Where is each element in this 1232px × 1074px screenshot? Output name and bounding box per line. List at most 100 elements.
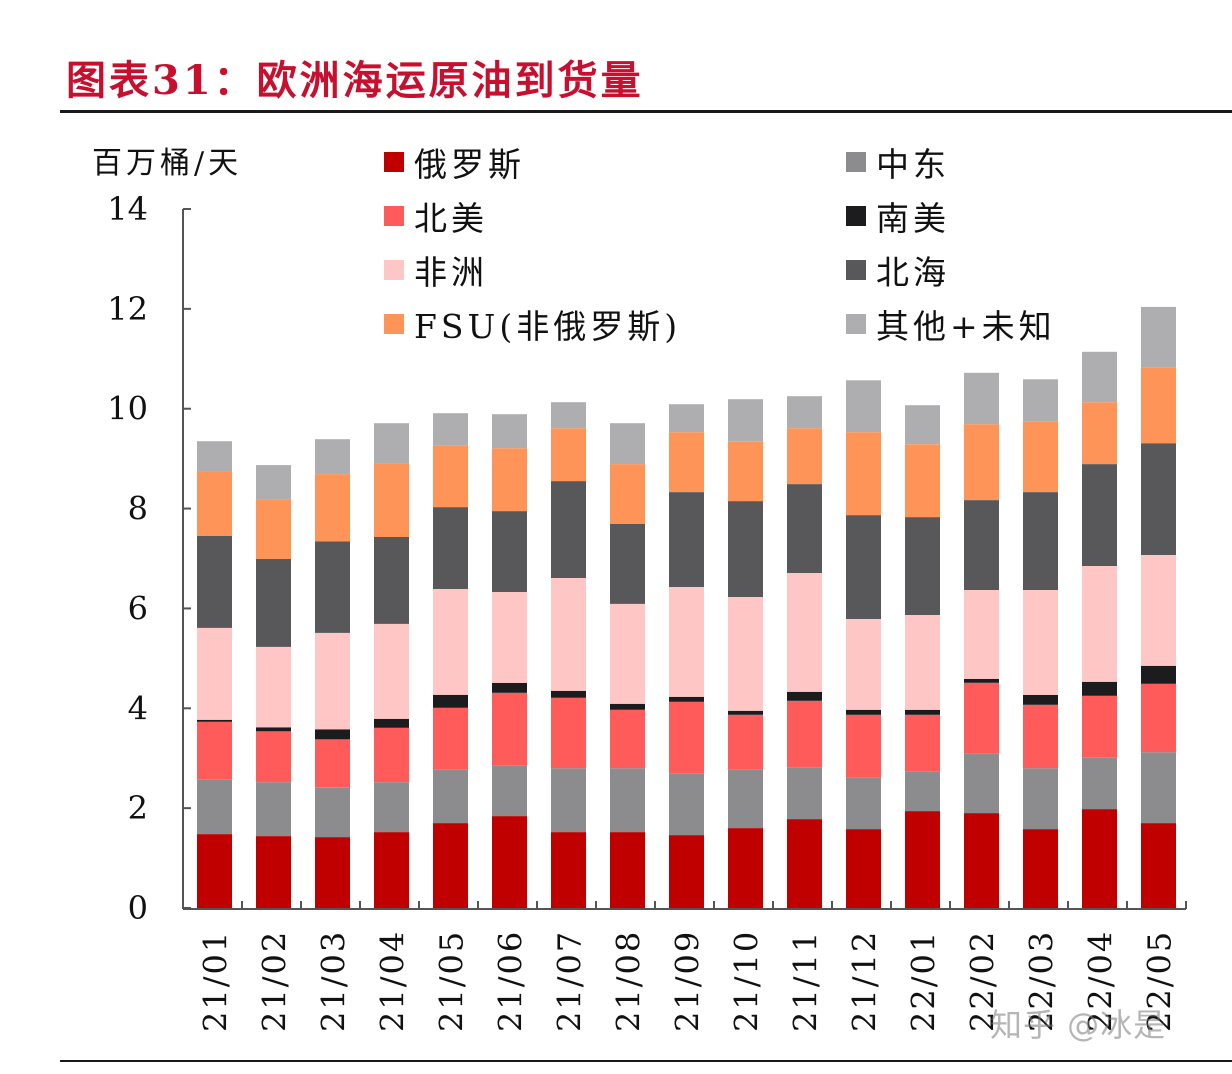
bar-segment [1023,694,1058,705]
bar-segment [669,701,704,774]
bar-segment [315,541,350,633]
bar-segment [964,372,999,425]
bars-group [197,306,1176,908]
legend-item-south-america: 南美 [846,192,950,240]
bar-segment [669,587,704,697]
bar-segment [374,463,409,537]
bar-segment [197,627,232,720]
bar-segment [1141,555,1176,666]
bar-segment [256,559,291,647]
bar-segment [610,603,645,704]
x-tick-label: 21/07 [551,930,589,1032]
x-tick-label: 21/06 [492,930,530,1032]
bar-segment [315,729,350,740]
bar-segment [551,402,586,429]
bar-segment [1082,351,1117,403]
bar-stack-21-12 [846,380,881,908]
y-tick-label: 10 [107,390,148,428]
legend-swatch-north-sea [846,260,866,280]
bar-segment [256,727,291,732]
y-tick-label: 2 [128,789,148,827]
bar-segment [1023,704,1058,769]
bar-stack-21-04 [374,423,409,908]
legend-label: 南美 [876,199,950,238]
bar-segment [905,811,940,908]
bar-segment [492,692,527,766]
bar-segment [905,405,940,445]
bar-stack-21-02 [256,465,291,908]
bar-stack-22-02 [964,372,999,908]
bar-segment [1082,809,1117,908]
x-tick-label: 22/02 [964,930,1002,1032]
legend-item-russia: 俄罗斯 [384,138,525,186]
bar-segment [551,832,586,908]
bar-segment [905,771,940,812]
bar-segment [728,596,763,711]
x-tick-label: 21/05 [433,930,471,1032]
x-tick-label: 21/09 [669,930,707,1032]
bar-segment [197,441,232,472]
bar-segment [492,448,527,512]
y-tick-label: 4 [128,689,148,727]
bar-segment [197,779,232,835]
bar-segment [256,465,291,500]
bar-segment [964,753,999,814]
bar-segment [374,782,409,833]
legend: 俄罗斯 北美 非洲 FSU(非俄罗斯) 中东 南美 北海 其他+未知 [384,138,1104,348]
bar-segment [1141,823,1176,908]
bar-segment [787,573,822,692]
bar-segment [905,709,940,715]
y-tick-label: 8 [128,490,148,528]
bar-segment [1023,379,1058,422]
bar-segment [1023,768,1058,830]
x-tick-label: 21/02 [256,930,294,1032]
bar-segment [1141,683,1176,753]
bar-stack-21-11 [787,396,822,908]
bar-segment [315,739,350,788]
bar-segment [669,696,704,702]
bar-segment [433,707,468,770]
bar-segment [610,464,645,524]
y-tick-label: 0 [128,889,148,927]
bar-segment [551,578,586,691]
bar-stack-21-10 [728,399,763,908]
bar-segment [669,773,704,836]
chart-title: 图表31：欧洲海运原油到货量 [66,57,644,104]
bar-segment [315,632,350,730]
bar-segment [787,700,822,768]
bar-segment [610,768,645,833]
bar-segment [905,714,940,772]
bar-segment [197,834,232,908]
bar-segment [374,832,409,908]
x-tick-label: 21/08 [610,930,648,1032]
legend-item-fsu: FSU(非俄罗斯) [384,300,681,348]
legend-swatch-fsu [384,314,404,334]
bar-segment [669,835,704,908]
bar-segment [256,836,291,908]
title-divider [60,110,1232,113]
bar-segment [787,819,822,908]
bar-segment [1023,590,1058,695]
bar-segment [964,813,999,908]
bar-segment [610,832,645,908]
bar-segment [315,837,350,908]
legend-item-north-america: 北美 [384,192,488,240]
bar-segment [433,445,468,508]
x-tick-label: 22/04 [1082,930,1120,1032]
bar-stack-21-01 [197,441,232,908]
y-axis-unit-label: 百万桶/天 [92,146,243,181]
bar-stack-22-01 [905,405,940,908]
bar-stack-21-07 [551,402,586,908]
bar-segment [492,592,527,683]
bar-segment [846,432,881,516]
bar-stack-22-05 [1141,306,1176,908]
bar-segment [1082,681,1117,696]
legend-swatch-middle-east [846,152,866,172]
bar-stack-21-09 [669,404,704,908]
bar-segment [728,710,763,715]
bar-segment [492,765,527,817]
legend-item-other-unknown: 其他+未知 [846,300,1056,348]
axes-group [182,208,1187,910]
bar-segment [433,823,468,908]
legend-swatch-north-america [384,206,404,226]
